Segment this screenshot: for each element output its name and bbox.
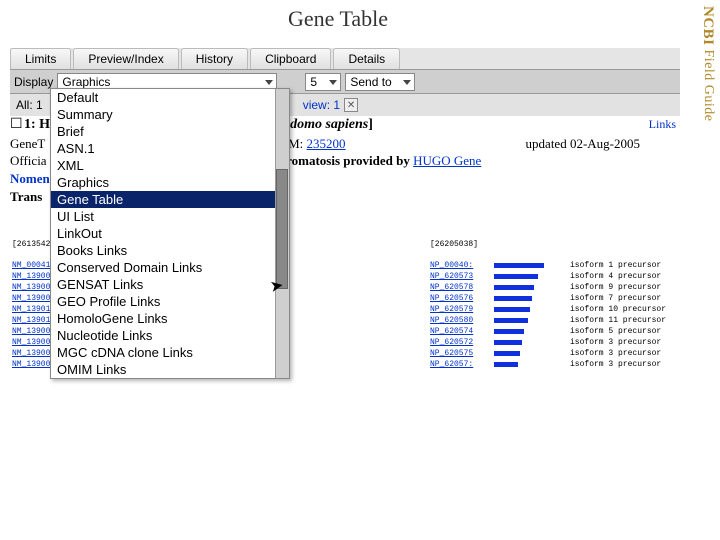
nomenclature-link[interactable]: Nomen	[10, 171, 50, 186]
exon-bar	[494, 318, 528, 323]
exon-bar	[494, 285, 534, 290]
display-option-nucleotide-links[interactable]: Nucleotide Links	[51, 327, 289, 344]
exon-bar	[494, 351, 520, 356]
result-header-prefix: 1: H	[24, 117, 50, 132]
species-name: domo sapiens	[290, 117, 368, 132]
isoform-label: isoform 7 precursor	[570, 294, 661, 303]
isoform-label: isoform 9 precursor	[570, 283, 661, 292]
display-option-summary[interactable]: Summary	[51, 106, 289, 123]
display-dropdown[interactable]: DefaultSummaryBriefASN.1XMLGraphicsGene …	[50, 88, 290, 379]
display-option-mgc-cdna-clone-links[interactable]: MGC cDNA clone Links	[51, 344, 289, 361]
exon-bar	[494, 274, 538, 279]
display-option-gene-table[interactable]: Gene Table	[51, 191, 289, 208]
left-coord: [26135427	[12, 240, 55, 249]
track-row: NP_620575 isoform 3 precursor	[430, 348, 666, 359]
isoform-label: isoform 5 precursor	[570, 327, 661, 336]
accession-link[interactable]: NP_620574	[430, 327, 494, 336]
exon-bar	[494, 340, 522, 345]
track-row: NP_620572 isoform 3 precursor	[430, 337, 666, 348]
ncbi-brand: NCBI Field Guide	[699, 6, 716, 122]
tab-details[interactable]: Details	[333, 48, 400, 69]
display-option-default[interactable]: Default	[51, 89, 289, 106]
count-select[interactable]: 5	[305, 73, 341, 91]
accession-link[interactable]: NP_620575	[430, 349, 494, 358]
accession-link[interactable]: NP_620576	[430, 294, 494, 303]
scrollbar-thumb[interactable]	[276, 169, 288, 289]
track-row: NP_620579 isoform 10 precursor	[430, 304, 666, 315]
track-row: NP_620576 isoform 7 precursor	[430, 293, 666, 304]
track-row: NP_62057: isoform 3 precursor	[430, 359, 666, 370]
exon-bar	[494, 329, 524, 334]
close-icon[interactable]: ✕	[344, 98, 358, 112]
isoform-label: isoform 3 precursor	[570, 349, 661, 358]
exon-bar	[494, 296, 532, 301]
links-link[interactable]: Links	[649, 116, 676, 132]
sendto-select[interactable]: Send to	[345, 73, 415, 91]
track-row: NP_00040: isoform 1 precursor	[430, 260, 666, 271]
hugo-link[interactable]: HUGO Gene	[413, 153, 481, 168]
right-coord: [26205038]	[430, 240, 478, 249]
display-option-books-links[interactable]: Books Links	[51, 242, 289, 259]
accession-link[interactable]: NP_00040:	[430, 261, 494, 270]
accession-link[interactable]: NP_62057:	[430, 360, 494, 369]
track-row: NP_620580 isoform 11 precursor	[430, 315, 666, 326]
display-option-conserved-domain-links[interactable]: Conserved Domain Links	[51, 259, 289, 276]
mim-link[interactable]: 235200	[307, 136, 346, 151]
isoform-label: isoform 3 precursor	[570, 338, 661, 347]
tab-bar: Limits Preview/Index History Clipboard D…	[10, 48, 680, 70]
page-title: Gene Table	[288, 6, 388, 32]
tab-history[interactable]: History	[181, 48, 248, 69]
accession-link[interactable]: NP_620578	[430, 283, 494, 292]
display-option-omim-links[interactable]: OMIM Links	[51, 361, 289, 378]
exon-bar	[494, 263, 544, 268]
tab-preview-index[interactable]: Preview/Index	[73, 48, 178, 69]
exon-bar	[494, 307, 530, 312]
display-option-ui-list[interactable]: UI List	[51, 208, 289, 225]
track-row: NP_620574 isoform 5 precursor	[430, 326, 666, 337]
track-row: NP_620573 isoform 4 precursor	[430, 271, 666, 282]
accession-link[interactable]: NP_620572	[430, 338, 494, 347]
display-option-xml[interactable]: XML	[51, 157, 289, 174]
accession-link[interactable]: NP_620579	[430, 305, 494, 314]
tab-limits[interactable]: Limits	[10, 48, 71, 69]
display-option-asn-1[interactable]: ASN.1	[51, 140, 289, 157]
display-label: Display	[14, 75, 53, 89]
display-option-geo-profile-links[interactable]: GEO Profile Links	[51, 293, 289, 310]
isoform-label: isoform 10 precursor	[570, 305, 666, 314]
track-row: NP_620578 isoform 9 precursor	[430, 282, 666, 293]
scrollbar[interactable]	[275, 89, 289, 378]
exon-bar	[494, 362, 518, 367]
isoform-label: isoform 3 precursor	[570, 360, 661, 369]
isoform-label: isoform 4 precursor	[570, 272, 661, 281]
display-option-gensat-links[interactable]: GENSAT Links	[51, 276, 289, 293]
isoform-label: isoform 11 precursor	[570, 316, 666, 325]
display-option-homologene-links[interactable]: HomoloGene Links	[51, 310, 289, 327]
tab-clipboard[interactable]: Clipboard	[250, 48, 331, 69]
isoform-label: isoform 1 precursor	[570, 261, 661, 270]
accession-link[interactable]: NP_620580	[430, 316, 494, 325]
display-option-graphics[interactable]: Graphics	[51, 174, 289, 191]
filter-review[interactable]: view: 1	[303, 98, 340, 112]
display-option-linkout[interactable]: LinkOut	[51, 225, 289, 242]
display-option-brief[interactable]: Brief	[51, 123, 289, 140]
filter-all[interactable]: All: 1	[16, 98, 43, 112]
accession-link[interactable]: NP_620573	[430, 272, 494, 281]
